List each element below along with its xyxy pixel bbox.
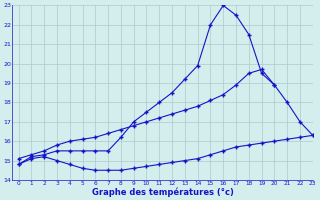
- X-axis label: Graphe des températures (°c): Graphe des températures (°c): [92, 187, 233, 197]
